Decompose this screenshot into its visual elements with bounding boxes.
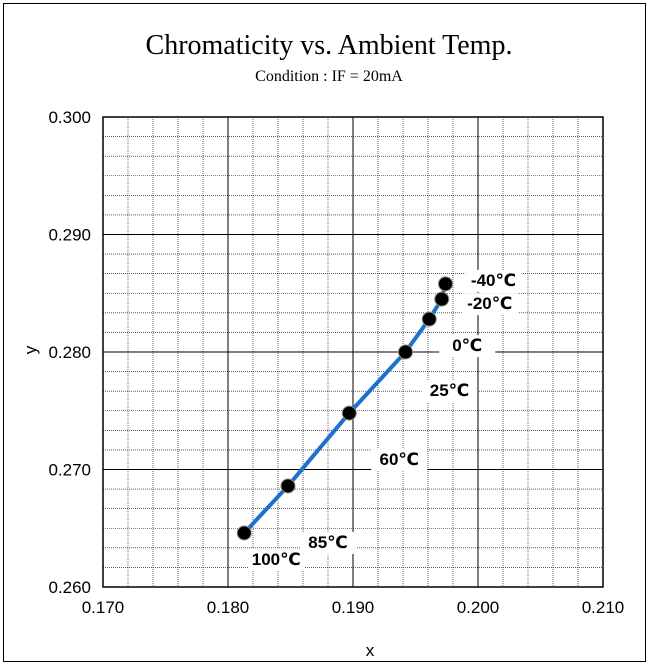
y-tick-label: 0.290	[48, 226, 91, 245]
data-point	[236, 525, 252, 541]
data-label-background	[465, 269, 522, 292]
y-tick-label: 0.270	[48, 461, 91, 480]
data-label: 100℃	[252, 550, 301, 569]
x-tick-label: 0.200	[457, 598, 500, 617]
x-tick-label: 0.210	[582, 598, 625, 617]
data-label: -40℃	[471, 271, 516, 290]
data-label: -20℃	[467, 294, 512, 313]
y-tick-label: 0.260	[48, 578, 91, 597]
data-point	[434, 291, 450, 307]
data-label: 25℃	[430, 381, 470, 400]
data-point	[341, 405, 357, 421]
y-tick-label: 0.280	[48, 343, 91, 362]
data-label-background	[300, 531, 356, 554]
y-tick-label: 0.300	[48, 108, 91, 127]
chart-title: Chromaticity vs. Ambient Temp.	[146, 30, 513, 61]
data-point	[280, 478, 296, 494]
data-label: 85℃	[308, 533, 348, 552]
x-axis-ticks: 0.170 0.180 0.190 0.200 0.210	[82, 598, 625, 617]
plot-area-border	[102, 116, 604, 588]
chart-subtitle: Condition : IF = 20mA	[255, 68, 403, 85]
data-label-background	[461, 293, 518, 316]
data-label-background	[421, 380, 478, 402]
x-tick-label: 0.170	[82, 598, 125, 617]
data-point	[438, 276, 453, 292]
data-label: 0℃	[452, 336, 482, 355]
data-label-background	[248, 548, 305, 571]
data-label-background	[439, 335, 496, 358]
data-labels: -40℃ -20℃ 0℃ 25℃ 60℃ 85℃ 100℃	[248, 269, 522, 571]
x-tick-label: 0.190	[332, 598, 375, 617]
series-layer	[236, 276, 453, 541]
data-label: 60℃	[380, 450, 420, 469]
y-axis-label: y	[21, 345, 40, 354]
data-point	[398, 344, 413, 360]
x-axis-label: x	[366, 641, 375, 660]
data-label-background	[371, 449, 428, 472]
y-axis-ticks: 0.260 0.270 0.280 0.290 0.300	[48, 108, 91, 597]
x-tick-label: 0.180	[207, 598, 250, 617]
data-point	[421, 311, 437, 327]
